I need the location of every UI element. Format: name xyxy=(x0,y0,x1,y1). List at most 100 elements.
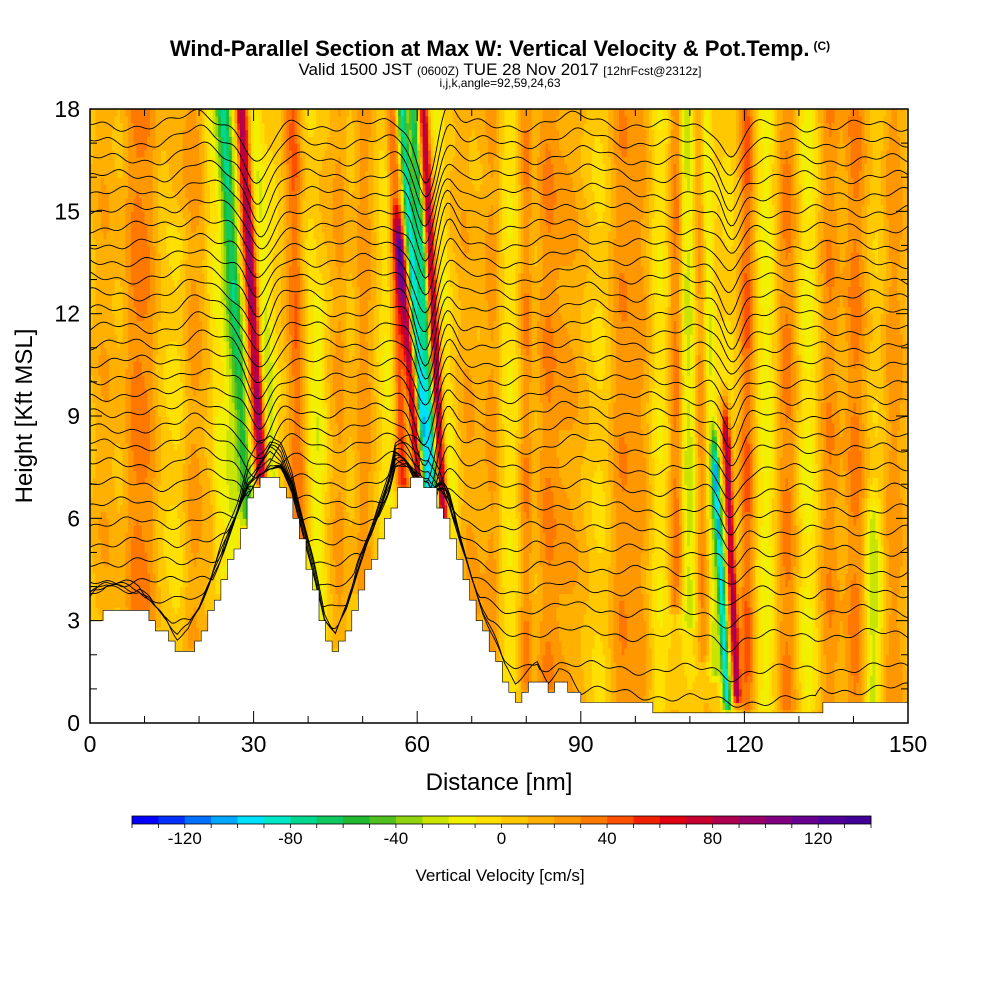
velocity-cell xyxy=(878,634,882,642)
velocity-cell xyxy=(553,545,579,553)
velocity-cell xyxy=(864,504,868,513)
velocity-cell xyxy=(888,552,904,560)
velocity-cell xyxy=(250,491,255,499)
velocity-cell xyxy=(125,436,132,444)
velocity-cell xyxy=(744,484,751,492)
velocity-cell xyxy=(665,675,688,683)
velocity-cell xyxy=(141,532,154,540)
velocity-cell xyxy=(867,695,871,704)
velocity-cell xyxy=(785,641,789,649)
velocity-cell xyxy=(212,504,216,513)
velocity-cell xyxy=(861,484,865,492)
velocity-cell xyxy=(706,491,710,499)
velocity-cell xyxy=(752,586,756,594)
velocity-cell xyxy=(92,552,102,560)
velocity-cell xyxy=(657,600,664,608)
velocity-cell xyxy=(886,600,893,608)
velocity-cell xyxy=(646,491,653,499)
velocity-cell xyxy=(711,675,721,683)
velocity-cell xyxy=(518,559,522,567)
velocity-cell xyxy=(738,511,743,519)
velocity-cell xyxy=(515,504,519,513)
velocity-cell xyxy=(703,477,707,485)
velocity-cell xyxy=(654,668,666,676)
velocity-cell xyxy=(869,456,884,465)
velocity-cell xyxy=(706,552,710,560)
velocity-cell xyxy=(414,436,418,444)
velocity-cell xyxy=(820,497,827,506)
velocity-cell xyxy=(542,607,557,615)
velocity-cell xyxy=(300,443,304,451)
velocity-cell xyxy=(684,600,688,608)
velocity-cell xyxy=(185,429,206,437)
velocity-cell xyxy=(709,613,713,622)
velocity-cell xyxy=(782,450,795,458)
velocity-cell xyxy=(128,491,154,499)
velocity-cell xyxy=(902,695,908,704)
velocity-cell xyxy=(338,593,342,601)
velocity-cell xyxy=(711,443,715,451)
velocity-cell xyxy=(733,654,737,663)
velocity-cell xyxy=(605,497,612,506)
velocity-cell xyxy=(864,600,868,608)
velocity-cell xyxy=(654,675,666,683)
velocity-cell xyxy=(215,436,227,444)
velocity-cell xyxy=(706,518,710,526)
velocity-cell xyxy=(649,470,656,478)
velocity-cell xyxy=(771,607,775,615)
velocity-cell xyxy=(651,593,658,601)
velocity-cell xyxy=(128,518,137,526)
velocity-cell xyxy=(880,559,884,567)
velocity-cell xyxy=(888,545,904,553)
velocity-cell xyxy=(460,566,467,574)
velocity-cell xyxy=(616,675,647,683)
velocity-cell xyxy=(329,579,336,588)
velocity-cell xyxy=(738,648,745,656)
velocity-cell xyxy=(796,620,800,629)
velocity-cell xyxy=(586,607,609,615)
velocity-cell xyxy=(545,545,555,553)
velocity-cell xyxy=(518,477,522,485)
velocity-cell xyxy=(905,641,908,649)
velocity-cell xyxy=(774,477,778,485)
velocity-cell xyxy=(752,675,756,683)
velocity-cell xyxy=(665,484,669,492)
velocity-cell xyxy=(515,593,522,601)
velocity-cell xyxy=(531,525,541,533)
velocity-cell xyxy=(332,620,347,629)
velocity-cell xyxy=(668,579,672,588)
velocity-cell xyxy=(152,477,162,485)
velocity-cell xyxy=(790,559,797,567)
velocity-cell xyxy=(752,429,756,437)
velocity-cell xyxy=(649,436,653,444)
velocity-cell xyxy=(90,511,102,519)
velocity-cell xyxy=(523,504,530,513)
velocity-cell xyxy=(878,586,882,594)
velocity-cell xyxy=(755,661,759,669)
velocity-cell xyxy=(676,491,680,499)
velocity-cell xyxy=(324,627,328,635)
velocity-cell xyxy=(875,668,879,676)
velocity-cell xyxy=(482,600,497,608)
velocity-cell xyxy=(709,675,713,683)
velocity-cell xyxy=(215,511,222,519)
velocity-cell xyxy=(610,661,617,669)
velocity-cell xyxy=(719,688,724,697)
velocity-cell xyxy=(280,477,285,485)
velocity-cell xyxy=(313,525,323,533)
velocity-cell xyxy=(237,463,241,472)
velocity-cell xyxy=(875,525,879,533)
velocity-cell xyxy=(714,586,718,594)
velocity-cell xyxy=(310,477,315,485)
velocity-cell xyxy=(188,627,200,635)
velocity-cell xyxy=(719,470,724,478)
velocity-cell xyxy=(357,532,369,540)
velocity-cell xyxy=(343,559,358,567)
velocity-cell xyxy=(302,518,306,526)
velocity-cell xyxy=(559,634,582,642)
velocity-cell xyxy=(651,654,655,663)
velocity-cell xyxy=(812,654,819,663)
velocity-cell xyxy=(610,648,615,656)
velocity-cell xyxy=(798,545,803,553)
velocity-cell xyxy=(741,504,745,513)
